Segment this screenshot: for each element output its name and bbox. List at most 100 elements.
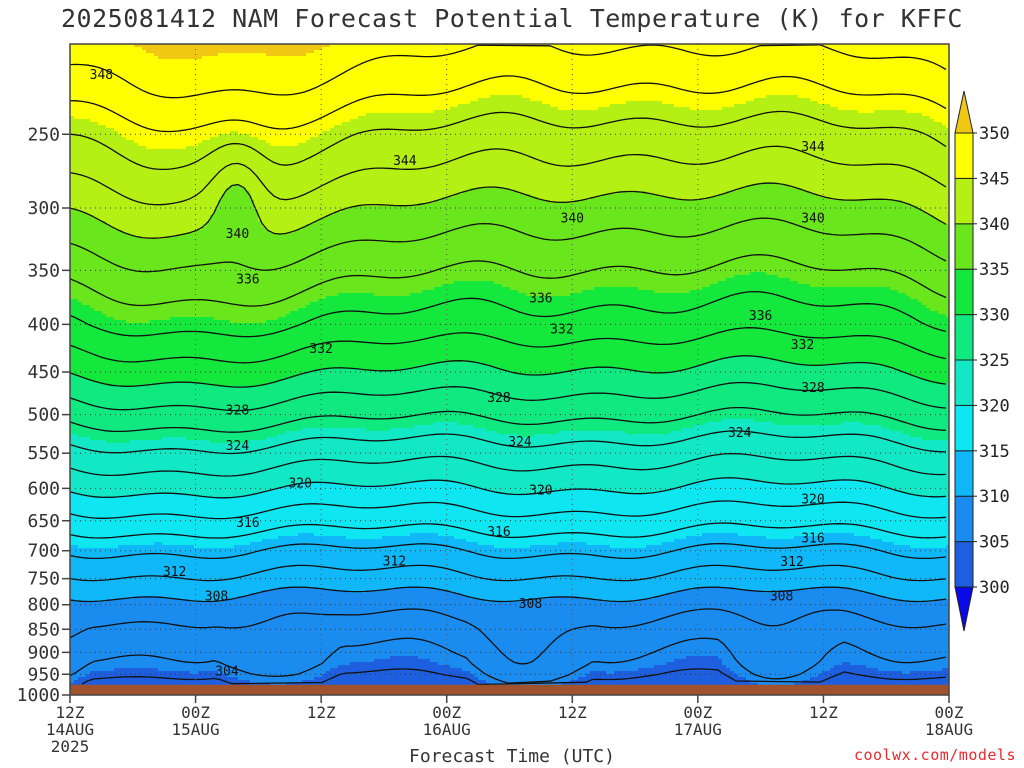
theta-fill-cell bbox=[370, 485, 375, 540]
theta-fill-cell bbox=[302, 143, 307, 228]
theta-fill-cell bbox=[722, 359, 727, 420]
theta-fill-cell bbox=[490, 431, 495, 492]
contour-label: 308 bbox=[770, 590, 793, 605]
theta-fill-cell bbox=[674, 293, 679, 372]
theta-fill-cell bbox=[498, 44, 503, 96]
theta-fill-cell bbox=[326, 44, 331, 48]
theta-fill-cell bbox=[234, 443, 239, 498]
theta-fill-cell bbox=[454, 107, 459, 195]
contour-label: 320 bbox=[801, 493, 824, 508]
theta-fill-cell bbox=[250, 386, 255, 441]
theta-fill-cell bbox=[714, 422, 719, 480]
theta-fill-cell bbox=[270, 539, 275, 591]
theta-fill-cell bbox=[482, 188, 487, 282]
theta-fill-cell bbox=[726, 356, 731, 420]
theta-fill-cell bbox=[914, 44, 919, 114]
theta-fill-cell bbox=[698, 656, 703, 695]
theta-fill-cell bbox=[458, 194, 463, 282]
theta-fill-cell bbox=[106, 224, 111, 318]
theta-fill-cell bbox=[690, 656, 695, 695]
theta-fill-cell bbox=[758, 590, 763, 695]
theta-fill-cell bbox=[142, 440, 147, 495]
theta-fill-cell bbox=[494, 95, 499, 189]
theta-fill-cell bbox=[506, 548, 511, 603]
theta-fill-cell bbox=[738, 536, 743, 591]
theta-fill-cell bbox=[378, 206, 383, 297]
theta-fill-cell bbox=[450, 668, 455, 695]
theta-fill-cell bbox=[786, 362, 791, 426]
theta-fill-cell bbox=[350, 206, 355, 294]
theta-fill-cell bbox=[694, 290, 699, 366]
theta-fill-cell bbox=[226, 548, 231, 600]
theta-fill-cell bbox=[286, 146, 291, 234]
theta-fill-cell bbox=[878, 671, 883, 695]
theta-fill-cell bbox=[442, 197, 447, 285]
theta-fill-cell bbox=[466, 425, 471, 486]
theta-fill-cell bbox=[406, 206, 411, 297]
theta-fill-cell bbox=[226, 386, 231, 444]
theta-fill-cell bbox=[586, 44, 591, 111]
theta-fill-cell bbox=[326, 428, 331, 483]
theta-fill-cell bbox=[810, 101, 815, 195]
theta-fill-cell bbox=[778, 185, 783, 279]
theta-fill-cell bbox=[638, 434, 643, 495]
theta-fill-cell bbox=[718, 110, 723, 195]
theta-fill-cell bbox=[366, 590, 371, 663]
theta-fill-cell bbox=[826, 425, 831, 483]
theta-fill-cell bbox=[326, 536, 331, 591]
theta-fill-cell bbox=[626, 191, 631, 288]
theta-fill-cell bbox=[218, 134, 223, 201]
theta-fill-cell bbox=[214, 320, 219, 387]
theta-fill-cell bbox=[394, 113, 399, 207]
theta-fill-cell bbox=[402, 44, 407, 114]
theta-fill-cell bbox=[510, 44, 515, 96]
theta-fill-cell bbox=[494, 548, 499, 603]
theta-fill-cell bbox=[186, 59, 191, 147]
theta-fill-cell bbox=[518, 293, 523, 375]
y-tick-label: 700 bbox=[27, 541, 60, 562]
theta-fill-cell bbox=[374, 485, 379, 540]
theta-fill-cell bbox=[862, 362, 867, 426]
theta-fill-cell bbox=[834, 479, 839, 534]
theta-fill-cell bbox=[714, 44, 719, 111]
theta-fill-cell bbox=[478, 98, 483, 189]
theta-fill-cell bbox=[846, 200, 851, 288]
theta-fill-cell bbox=[514, 290, 519, 375]
theta-fill-cell bbox=[758, 536, 763, 591]
theta-fill-cell bbox=[426, 365, 431, 426]
theta-fill-cell bbox=[838, 587, 843, 666]
theta-fill-cell bbox=[886, 671, 891, 695]
contour-label: 336 bbox=[529, 291, 552, 306]
theta-fill-cell bbox=[446, 536, 451, 591]
theta-fill-cell bbox=[202, 44, 207, 57]
theta-fill-cell bbox=[170, 494, 175, 546]
theta-fill-cell bbox=[698, 365, 703, 426]
theta-fill-cell bbox=[462, 539, 467, 597]
theta-fill-cell bbox=[234, 323, 239, 387]
theta-fill-cell bbox=[570, 371, 575, 432]
theta-fill-cell bbox=[758, 422, 763, 483]
theta-fill-cell bbox=[662, 665, 667, 695]
theta-fill-cell bbox=[886, 368, 891, 429]
theta-fill-cell bbox=[798, 98, 803, 189]
theta-fill-cell bbox=[362, 371, 367, 429]
theta-fill-cell bbox=[154, 542, 159, 597]
theta-fill-cell bbox=[662, 293, 667, 375]
theta-fill-cell bbox=[906, 374, 911, 435]
theta-fill-cell bbox=[386, 113, 391, 207]
theta-fill-cell bbox=[794, 281, 799, 366]
theta-fill-cell bbox=[306, 482, 311, 534]
theta-fill-cell bbox=[818, 365, 823, 426]
theta-fill-cell bbox=[654, 293, 659, 375]
theta-fill-cell bbox=[790, 539, 795, 591]
theta-fill-cell bbox=[706, 110, 711, 198]
x-axis-label: Forecast Time (UTC) bbox=[409, 746, 615, 767]
theta-fill-cell bbox=[474, 101, 479, 189]
theta-fill-cell bbox=[90, 440, 95, 498]
theta-fill-cell bbox=[530, 296, 535, 375]
theta-fill-cell bbox=[790, 188, 795, 282]
theta-fill-cell bbox=[250, 542, 255, 594]
theta-fill-cell bbox=[882, 671, 887, 695]
theta-fill-cell bbox=[442, 284, 447, 363]
theta-fill-cell bbox=[178, 59, 183, 150]
